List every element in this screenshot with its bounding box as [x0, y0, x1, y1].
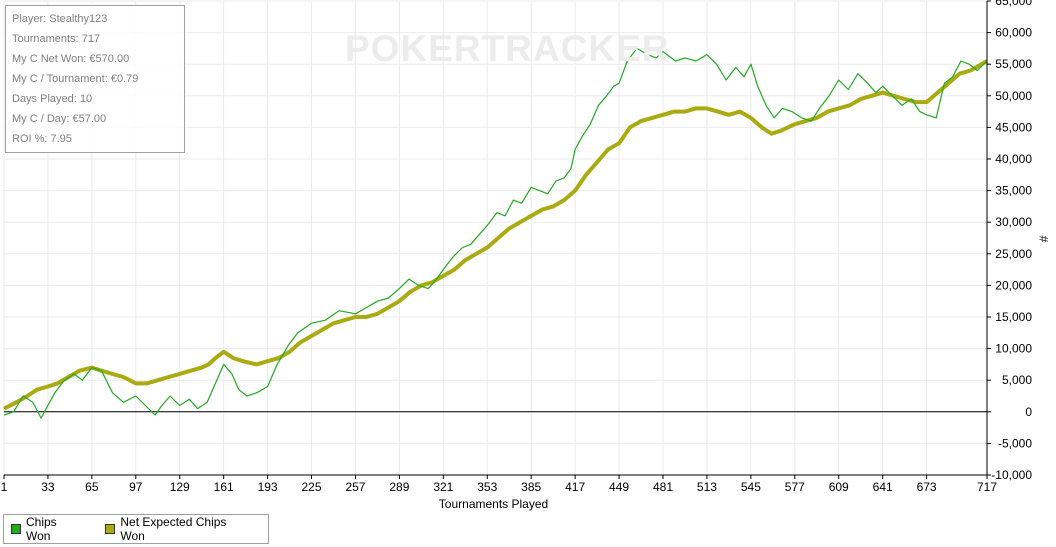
- x-tick-label: 129: [170, 480, 190, 494]
- series-chips-won: [3, 47, 988, 419]
- x-tick-label: 1: [1, 480, 8, 494]
- stat-days-played: Days Played: 10: [12, 93, 93, 105]
- y-tick-label: -10,000: [991, 468, 1032, 482]
- legend-swatch-chips-won: [11, 524, 21, 534]
- x-tick-label: 225: [302, 480, 322, 494]
- x-tick-label: 609: [829, 480, 849, 494]
- x-tick-label: 193: [258, 480, 278, 494]
- y-tick-label: -5,000: [998, 436, 1032, 450]
- x-tick-label: 545: [741, 480, 761, 494]
- x-tick-label: 353: [477, 480, 497, 494]
- x-tick-label: 717: [977, 480, 997, 494]
- y-tick-label: 60,000: [995, 26, 1032, 40]
- y-axis-title: #: [1036, 235, 1051, 243]
- series-net-expected-chips-won: [3, 59, 988, 411]
- y-tick-labels: -10,000 -5,000 0 5,000 10,000 15,000 20,000 25,…: [991, 0, 1032, 482]
- y-tick-label: 10,000: [995, 342, 1032, 356]
- x-tick-label: 321: [433, 480, 453, 494]
- y-tick-label: 5,000: [1002, 373, 1032, 387]
- y-tick-label: 40,000: [995, 152, 1032, 166]
- x-tick-label: 417: [565, 480, 585, 494]
- stat-per-tournament: My C / Tournament: €0.79: [12, 73, 139, 85]
- stat-roi: ROI %: 7.95: [12, 133, 72, 145]
- chart-legend: Chips Won Net Expected Chips Won: [3, 514, 269, 544]
- legend-swatch-net-expected: [105, 524, 116, 534]
- x-tick-label: 673: [917, 480, 937, 494]
- axes: [3, 0, 991, 479]
- y-tick-label: 65,000: [995, 0, 1032, 8]
- y-tick-label: 0: [1025, 405, 1032, 419]
- stat-player: Player: Stealthy123: [12, 13, 108, 25]
- x-tick-label: 449: [609, 480, 629, 494]
- legend-label-net-expected: Net Expected Chips Won: [120, 515, 227, 543]
- player-stats-box: Player: Stealthy123 Tournaments: 717 My …: [5, 5, 185, 153]
- stat-tournaments: Tournaments: 717: [12, 33, 101, 45]
- x-axis-title: Tournaments Played: [438, 497, 549, 511]
- y-tick-label: 45,000: [995, 120, 1032, 134]
- stat-net-won: My C Net Won: €570.00: [12, 53, 130, 65]
- legend-label-chips-won: Chips Won: [25, 515, 57, 543]
- x-tick-label: 385: [521, 480, 541, 494]
- y-tick-label: 30,000: [995, 215, 1032, 229]
- legend-item-net-expected[interactable]: Net Expected Chips Won: [105, 515, 254, 543]
- x-tick-label: 577: [785, 480, 805, 494]
- x-tick-label: 65: [85, 480, 99, 494]
- legend-item-chips-won[interactable]: Chips Won: [11, 515, 84, 543]
- stat-per-day: My C / Day: €57.00: [12, 113, 107, 125]
- pokertracker-watermark: POKERTRACKER: [345, 28, 670, 69]
- y-tick-label: 25,000: [995, 247, 1032, 261]
- x-tick-label: 33: [41, 480, 55, 494]
- y-tick-label: 20,000: [995, 278, 1032, 292]
- y-tick-label: 35,000: [995, 184, 1032, 198]
- x-tick-labels: 1 33 65 97 129 161 193 225 257 289 321 353 385 417 449…: [1, 480, 998, 494]
- series-lines: [3, 47, 988, 419]
- y-tick-label: 55,000: [995, 57, 1032, 71]
- x-tick-label: 641: [873, 480, 893, 494]
- x-tick-label: 257: [345, 480, 365, 494]
- x-tick-label: 481: [653, 480, 673, 494]
- x-tick-label: 161: [214, 480, 234, 494]
- x-tick-label: 289: [389, 480, 409, 494]
- y-tick-label: 15,000: [995, 310, 1032, 324]
- y-tick-label: 50,000: [995, 89, 1032, 103]
- x-tick-label: 513: [697, 480, 717, 494]
- x-tick-label: 97: [129, 480, 143, 494]
